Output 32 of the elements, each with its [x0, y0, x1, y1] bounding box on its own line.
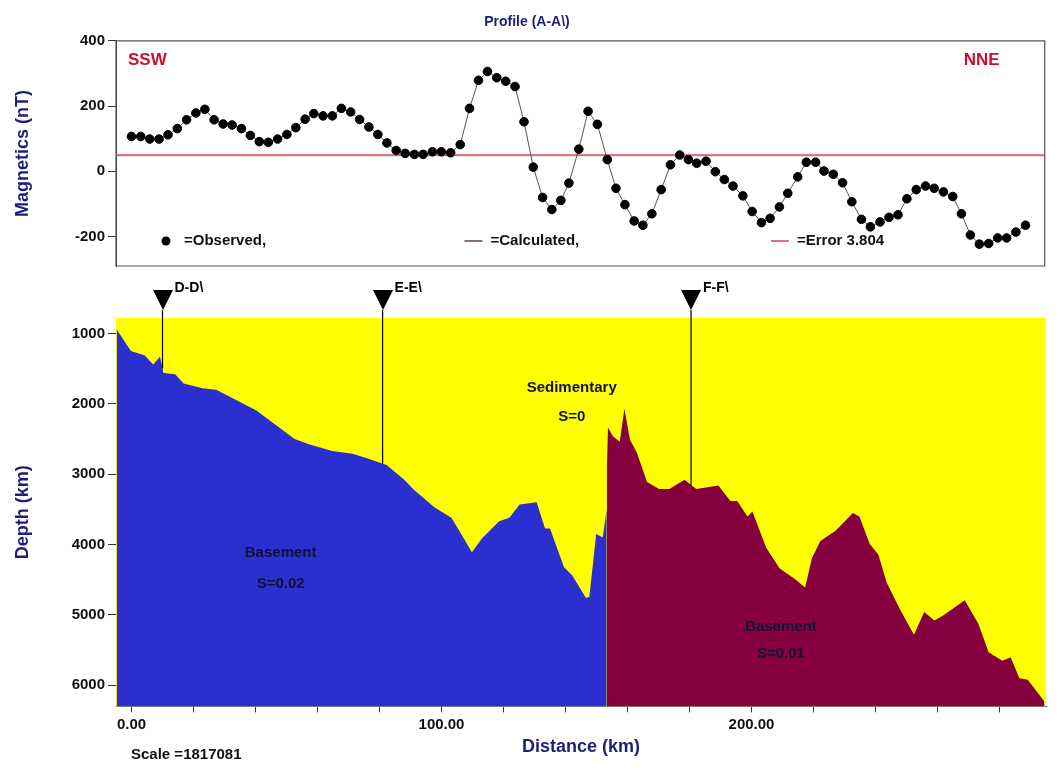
y-tick-label: 1000 [71, 323, 105, 341]
annotation: S=0.02 [256, 574, 305, 592]
legend-label: =Error 3.804 [796, 231, 885, 249]
y-axis-title: Depth (km) [11, 465, 32, 560]
x-tick-label: 0.00 [116, 714, 147, 732]
chart-title: Profile (A-A\) [484, 13, 570, 30]
y-tick-label: 200 [79, 96, 105, 114]
y-tick-label: 6000 [71, 675, 105, 693]
ref-line-label: E-E\ [394, 278, 422, 295]
legend-label: =Observed, [184, 231, 267, 249]
annotation: S=0.01 [756, 644, 805, 662]
y-tick-label: 3000 [71, 464, 105, 482]
annotation: SSW [128, 50, 168, 70]
annotation: Sedimentary [526, 378, 618, 396]
y-axis-title: Magnetics (nT) [11, 89, 32, 217]
legend-label: =Calculated, [490, 231, 580, 249]
x-tick-label: 100.00 [418, 714, 465, 732]
y-tick-label: -200 [74, 226, 105, 244]
annotation: S=0 [558, 407, 586, 425]
annotation: NNE [963, 50, 1000, 70]
y-tick-label: 5000 [71, 605, 105, 623]
y-tick-label: 2000 [71, 393, 105, 411]
text: Scale =1817081 [131, 744, 242, 762]
annotation: Basement [745, 616, 817, 634]
y-tick-label: 4000 [71, 534, 105, 552]
ref-line-label: F-F\ [703, 278, 729, 295]
y-tick-label: 400 [79, 30, 105, 48]
x-tick-label: 200.00 [728, 714, 775, 732]
annotation: Basement [244, 543, 317, 561]
ref-line-label: D-D\ [174, 278, 204, 295]
x-axis-title: Distance (km) [521, 736, 641, 757]
y-tick-label: 0 [96, 161, 105, 179]
